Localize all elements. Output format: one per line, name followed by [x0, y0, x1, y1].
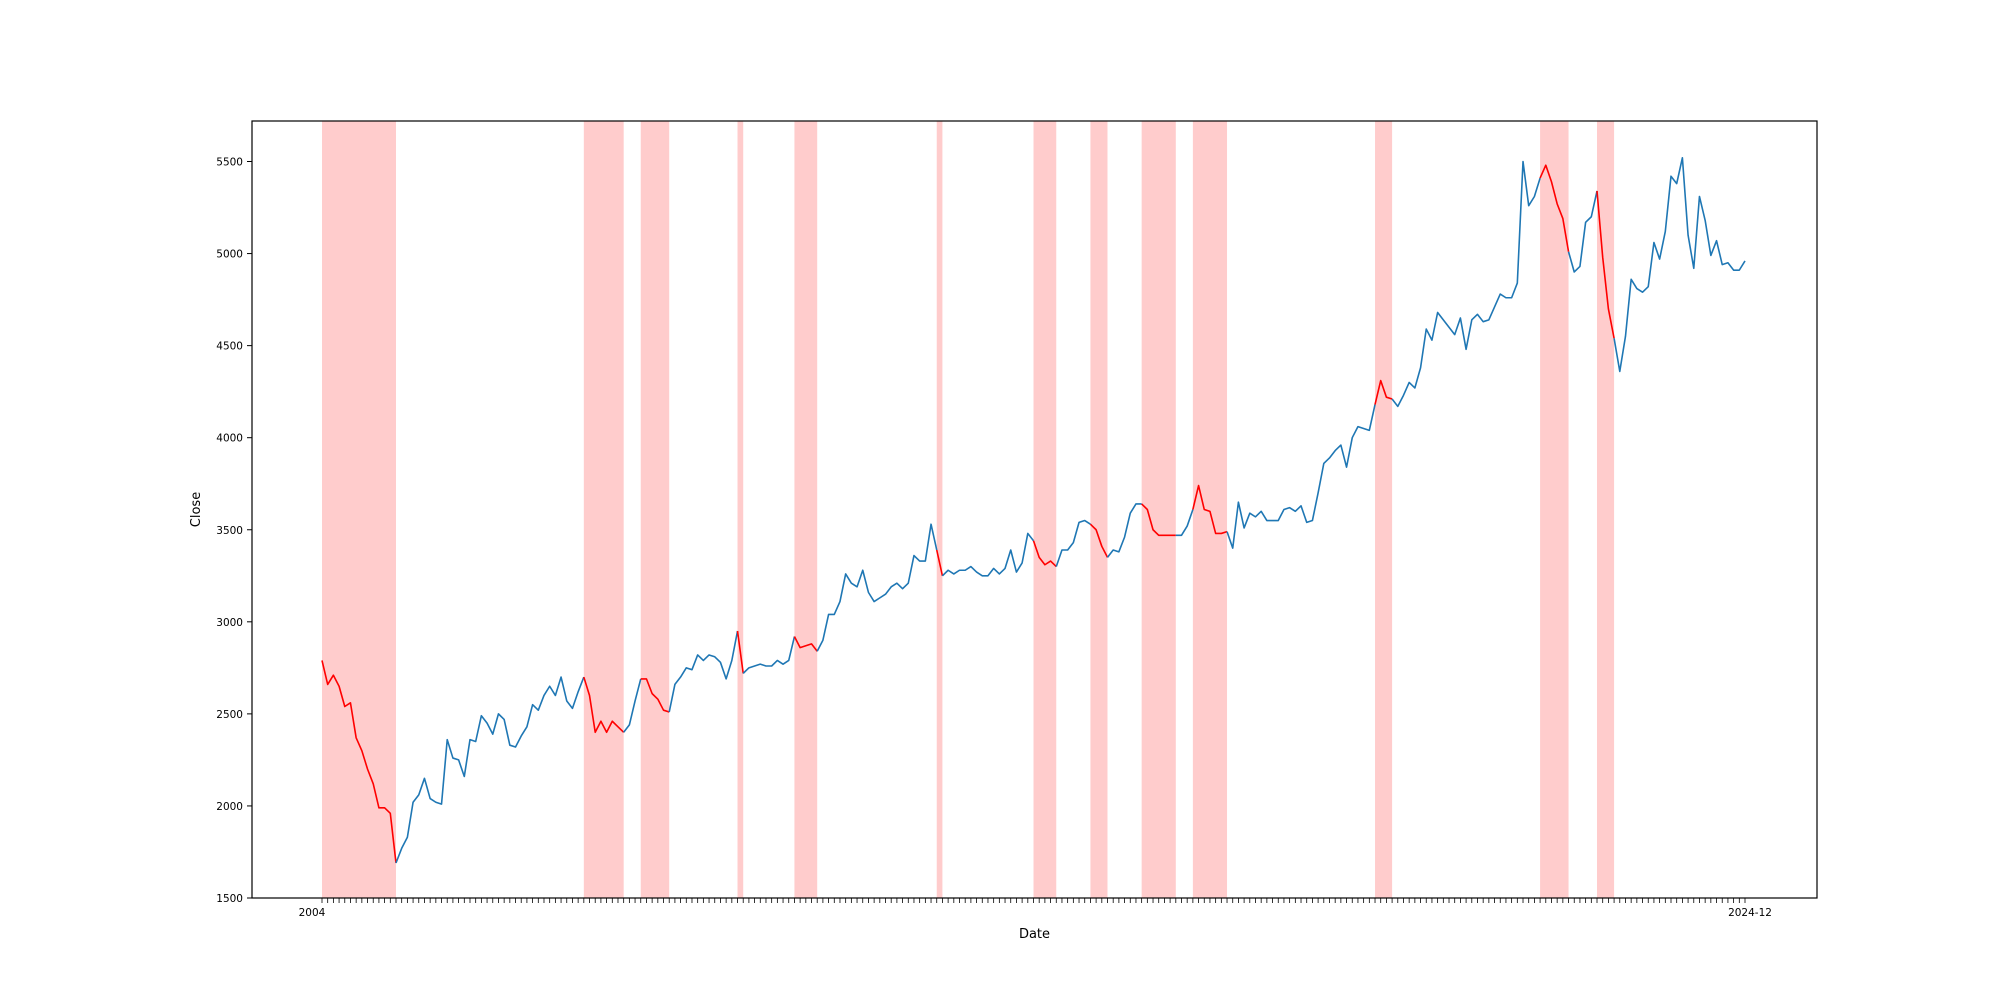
series-line-segment [668, 630, 739, 713]
series-line-segment [1106, 503, 1142, 558]
decline-band [583, 121, 624, 898]
series-line-segment [1175, 509, 1194, 537]
series-line-segment [1613, 157, 1746, 373]
decline-segment [1089, 523, 1109, 558]
x-tick-label-first: 2004 [299, 907, 326, 919]
decline-band [1033, 121, 1057, 898]
x-axis-ticks [321, 898, 1746, 903]
decline-band [1597, 121, 1615, 898]
decline-segment [1374, 379, 1393, 405]
y-tick-label: 4000 [216, 433, 243, 445]
y-tick-label: 5500 [216, 157, 243, 169]
x-axis-label: Date [1019, 927, 1050, 942]
series-line-segment [623, 678, 642, 733]
y-tick-label: 4500 [216, 341, 243, 353]
decline-shading [322, 121, 1615, 898]
series-line-segment [1055, 519, 1091, 567]
series-line-segment [1391, 160, 1541, 408]
y-axis-ticks: 1500 2000 2500 3000 3500 4000 4500 5000 5500 [216, 157, 252, 905]
series-line-segment [1567, 190, 1598, 273]
decline-band [794, 121, 818, 898]
series-line-segment [941, 532, 1035, 577]
decline-segment [583, 676, 625, 734]
series-line-segment [742, 636, 796, 674]
series-line-segment [816, 523, 938, 652]
y-tick-label: 3000 [216, 617, 243, 629]
decline-band [1090, 121, 1108, 898]
y-axis-label: Close [189, 492, 204, 527]
decline-segment [1596, 190, 1615, 339]
decline-segment [1141, 503, 1176, 537]
decline-segment [935, 549, 944, 576]
decline-band [322, 121, 396, 898]
x-tick-label-last: 2024-12 [1728, 907, 1772, 919]
y-tick-label: 5000 [216, 249, 243, 261]
decline-segment [1032, 540, 1057, 568]
decline-band [640, 121, 670, 898]
decline-segment [736, 630, 745, 674]
series-line-segment [1226, 404, 1376, 549]
y-tick-label: 1500 [216, 893, 243, 905]
decline-segment [321, 660, 397, 864]
decline-segment [640, 678, 670, 713]
series-lines [321, 157, 1746, 864]
decline-band [1192, 121, 1228, 898]
y-tick-label: 2500 [216, 709, 243, 721]
decline-band [1375, 121, 1393, 898]
decline-segment [1192, 484, 1228, 535]
decline-band [936, 121, 943, 898]
decline-band [737, 121, 744, 898]
decline-segment [1539, 164, 1570, 252]
decline-band [1540, 121, 1569, 898]
series-line-segment [395, 676, 585, 864]
y-tick-label: 3500 [216, 525, 243, 537]
axes-frame [251, 120, 1818, 899]
decline-segment [793, 636, 818, 652]
y-tick-label: 2000 [216, 801, 243, 813]
